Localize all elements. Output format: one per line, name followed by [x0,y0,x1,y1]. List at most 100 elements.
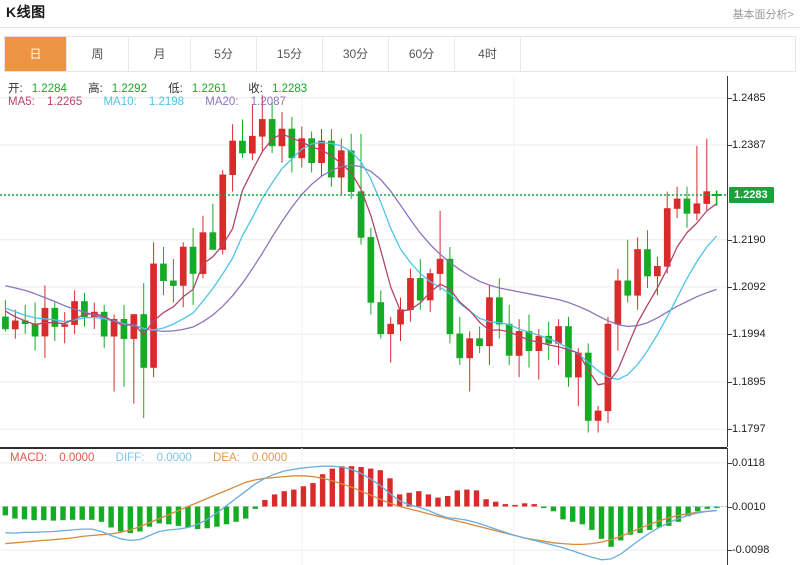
candle [199,215,207,279]
candle-body [199,232,207,274]
candle-body [189,246,197,274]
macd-bar [98,506,105,522]
candle [604,316,612,423]
candle-body [31,323,39,337]
macd-bar [627,506,634,535]
candle-body [594,410,602,421]
candle-body [71,301,78,325]
candle-body [288,128,296,159]
candle [644,230,651,288]
candle-body [170,280,177,286]
macd-bar [291,489,297,507]
macd-bar [348,466,355,507]
macd-bar [89,506,95,520]
candle-body [377,302,385,335]
tabbar-spacer [521,37,795,71]
macd-bar [31,506,37,521]
fundamental-analysis-link[interactable]: 基本面分析> [732,9,794,21]
macd-bar [637,506,643,534]
candle-body [11,320,19,330]
price-axis: 1.2485 1.2387 1.2283 1.2190 1.2092 1.1994 1.18… [727,76,800,447]
macd-axis-tick: -0.0098 [728,544,769,556]
candle [258,95,266,151]
macd-bar [685,506,691,517]
close-label: 收: 1.2283 [248,83,308,95]
candle [505,304,513,366]
candle [407,268,414,322]
candle-body [2,316,9,330]
tab-5分[interactable]: 5分 [191,37,257,71]
candle [249,104,256,161]
macd-bar [675,506,682,522]
candle-body [327,140,335,178]
candle-body [357,191,365,238]
candle-body [150,263,157,368]
macd-bar [598,506,605,539]
macd-bar [319,474,326,507]
candle-body [308,138,316,163]
candle-body [693,203,701,214]
tab-60分[interactable]: 60分 [389,37,455,71]
candle [377,290,385,339]
macd-bar [416,491,422,507]
macd-bar [521,503,528,507]
candle [436,210,444,291]
candle [693,145,701,221]
candle [614,268,622,351]
candle [703,138,711,211]
macd-bar [570,506,576,522]
macd-bar [406,492,412,507]
price-axis-tick: 1.2485 [728,92,766,104]
dea-value-legend: DEA: 0.0000 [213,452,288,464]
macd-plot[interactable] [0,448,727,565]
candle-body [653,266,661,277]
period-tabbar: 日周月 5分 15分 30分 60分 4时 [4,36,796,72]
candle-body [426,273,434,301]
tab-月[interactable]: 月 [129,37,191,71]
candle-body [416,278,424,301]
candle-body [397,309,404,325]
tab-日[interactable]: 日 [5,37,67,71]
ohlc-legend: 开: 1.2284 高: 1.2292 低: 1.2261 收: 1.2283 [8,80,325,96]
macd-bar [175,506,182,526]
macd-axis: 0.0118 0.0010 -0.0098 [727,448,800,565]
macd-bar [368,468,374,507]
diff-value-legend: DIFF: 0.0000 [115,452,192,464]
macd-bar [560,506,566,520]
macd-panel: MACD: 0.0000 DIFF: 0.0000 DEA: 0.0000 0.… [0,448,800,565]
candle-body [644,249,651,277]
diff-line [5,465,717,561]
candle-body [268,119,276,147]
macd-bar [2,506,8,516]
candle [486,285,493,366]
candle-body [407,278,414,310]
price-axis-tick: 1.1895 [728,376,766,388]
candle-body [179,246,187,286]
ma10-legend: MA10: 1.2198 [103,96,185,108]
candle [347,133,355,199]
macd-bar [271,494,278,507]
dea-line [5,475,717,546]
tab-周[interactable]: 周 [67,37,129,71]
macd-bar [41,506,47,521]
candle-body [160,263,167,282]
macd-bar [704,506,710,509]
low-label: 低: 1.2261 [168,83,228,95]
tab-30分[interactable]: 30分 [323,37,389,71]
candle [110,314,118,392]
candle-body [209,232,217,250]
ma20-legend: MA20: 1.2087 [205,96,286,108]
price-plot[interactable] [0,76,727,447]
candle-body [81,301,88,318]
candle [673,186,681,219]
candle [594,406,602,433]
macd-bar [454,490,460,507]
macd-bar [589,506,595,530]
tab-4时[interactable]: 4时 [455,37,521,71]
high-label: 高: 1.2292 [88,83,147,95]
tab-15分[interactable]: 15分 [257,37,323,71]
macd-bar [50,506,57,521]
macd-bar [60,506,66,521]
macd-bar [425,494,432,507]
